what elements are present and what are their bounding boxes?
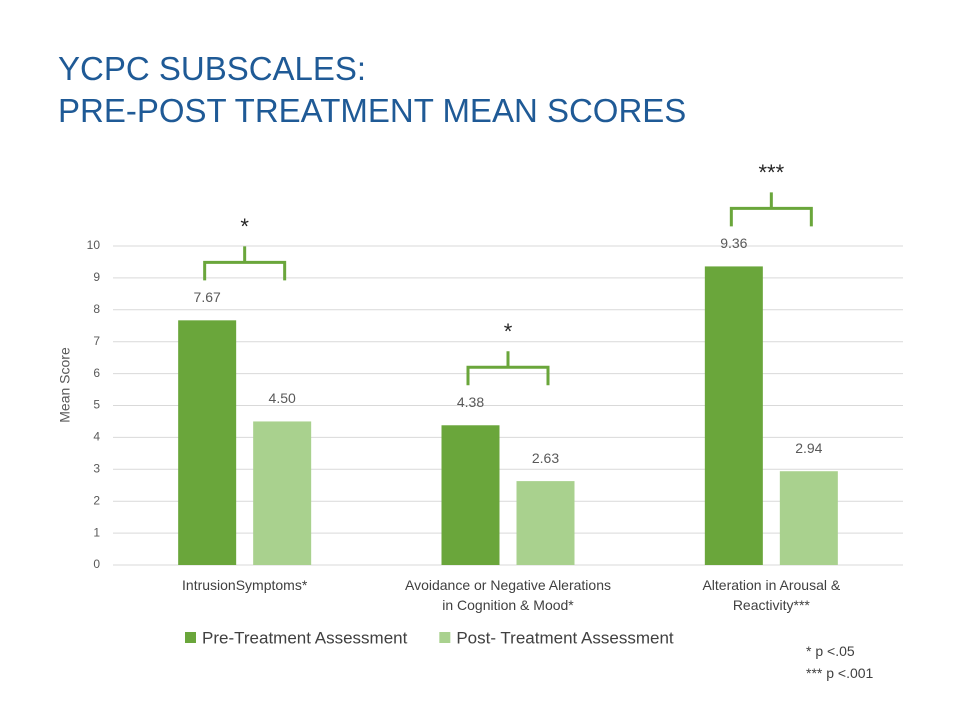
significance-bracket xyxy=(466,351,550,386)
y-tick-label: 5 xyxy=(93,398,100,412)
bar xyxy=(704,266,763,565)
legend-label: Pre-Treatment Assessment xyxy=(202,628,408,647)
x-tick-label: Avoidance or Negative Alerations in Cogn… xyxy=(405,577,611,613)
y-tick-label: 9 xyxy=(93,270,100,284)
y-tick-label: 2 xyxy=(93,493,100,507)
footnotes: * p <.05 *** p <.001 xyxy=(806,640,873,684)
data-label: 2.94 xyxy=(795,440,822,456)
y-tick-label: 4 xyxy=(93,430,100,444)
significance-bracket xyxy=(729,192,813,227)
data-label: 4.38 xyxy=(457,394,484,410)
bar xyxy=(516,481,575,565)
bar xyxy=(441,425,500,565)
y-tick-label: 3 xyxy=(93,461,100,475)
legend-swatch xyxy=(439,632,451,643)
significance-bracket xyxy=(203,246,287,281)
y-tick-label: 0 xyxy=(93,557,100,571)
bar xyxy=(178,320,237,565)
bar xyxy=(253,421,312,565)
slide-title: YCPC SUBSCALES: PRE-POST TREATMENT MEAN … xyxy=(58,50,687,129)
y-tick-label: 8 xyxy=(93,302,100,316)
significance-marker: * xyxy=(504,319,513,344)
y-axis-label: Mean Score xyxy=(57,347,73,423)
footnote: * p <.05 xyxy=(806,643,855,659)
x-tick-label: Alteration in Arousal & Reactivity*** xyxy=(702,577,841,613)
data-label: 4.50 xyxy=(269,390,296,406)
y-tick-label: 10 xyxy=(87,238,101,252)
y-tick-label: 1 xyxy=(93,525,100,539)
footnote: *** p <.001 xyxy=(806,665,874,681)
x-tick-label: IntrusionSymptoms* xyxy=(182,577,308,593)
data-label: 2.63 xyxy=(532,450,559,466)
legend-swatch xyxy=(185,632,196,643)
bar xyxy=(779,471,838,565)
legend-label: Post- Treatment Assessment xyxy=(456,628,674,647)
data-label: 7.67 xyxy=(194,289,221,305)
y-tick-label: 6 xyxy=(93,366,100,380)
y-tick-label: 7 xyxy=(93,334,100,348)
significance-marker: *** xyxy=(758,160,784,185)
data-label: 9.36 xyxy=(720,235,747,251)
significance-marker: * xyxy=(240,214,249,239)
